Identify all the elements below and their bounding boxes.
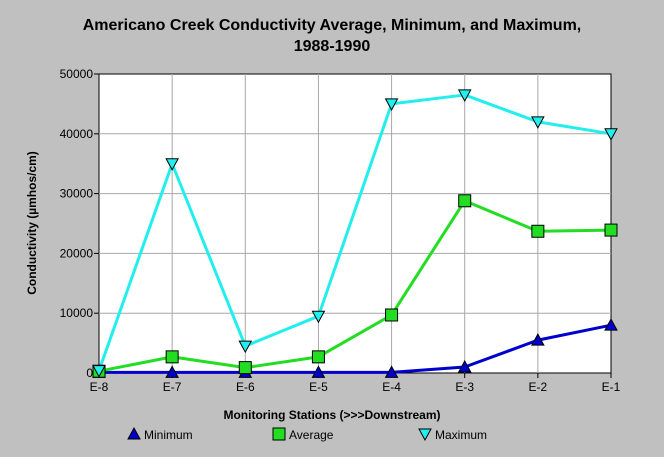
- legend-minimum-marker: [127, 426, 141, 440]
- x-tick-label: E-4: [382, 380, 401, 394]
- maximum-data-point: [384, 98, 399, 111]
- legend-minimum-label: Minimum: [144, 428, 193, 442]
- average-data-point: [238, 361, 252, 375]
- y-tick-label: 0: [86, 366, 93, 380]
- y-axis-label: Conductivity (µmhos/cm): [25, 151, 39, 295]
- x-axis-label: Monitoring Stations (>>>Downstream): [223, 408, 440, 422]
- minimum-series-line: [99, 323, 612, 374]
- average-data-point: [531, 224, 545, 238]
- plot-area: [98, 73, 612, 374]
- maximum-data-point: [531, 116, 545, 129]
- y-axis-ticks: 0 10000 20000 30000 40000 50000: [60, 67, 99, 380]
- minimum-data-point: [311, 365, 326, 378]
- x-tick-label: E-6: [236, 380, 255, 394]
- minimum-data-point: [457, 359, 472, 373]
- minimum-data-point: [531, 333, 545, 346]
- average-data-point: [458, 194, 472, 208]
- y-tick-label: 40000: [60, 127, 94, 141]
- series-lines: [97, 93, 612, 374]
- legend: Minimum Average Maximum: [127, 426, 487, 442]
- x-tick-label: E-5: [309, 380, 328, 394]
- legend-average-marker: [272, 427, 286, 441]
- x-tick-label: E-8: [90, 380, 109, 394]
- minimum-data-point: [604, 318, 618, 331]
- maximum-data-point: [604, 128, 618, 141]
- legend-maximum-marker: [418, 428, 432, 442]
- average-data-point: [604, 223, 618, 237]
- minimum-data-point: [165, 365, 179, 378]
- average-data-point: [311, 350, 325, 364]
- maximum-series-line: [97, 93, 612, 372]
- maximum-data-point: [311, 310, 326, 324]
- x-tick-label: E-1: [602, 380, 621, 394]
- chart-title-line-2: 1988-1990: [294, 38, 371, 55]
- y-tick-label: 30000: [60, 187, 94, 201]
- x-axis-ticks: E-8 E-7 E-6 E-5 E-4 E-3 E-2 E-1: [90, 373, 621, 394]
- legend-maximum-label: Maximum: [435, 428, 487, 442]
- y-tick-label: 50000: [60, 67, 94, 81]
- average-series-line: [98, 199, 612, 373]
- average-data-point: [385, 308, 399, 322]
- average-data-point: [165, 350, 179, 364]
- legend-average-label: Average: [289, 428, 334, 442]
- maximum-data-point: [92, 365, 106, 378]
- chart-title-line-1: Americano Creek Conductivity Average, Mi…: [83, 17, 582, 34]
- maximum-data-point: [165, 158, 179, 171]
- series-markers: [92, 89, 618, 378]
- y-tick-label: 20000: [60, 246, 94, 260]
- maximum-data-point: [238, 340, 253, 354]
- minimum-data-point: [384, 365, 399, 378]
- x-tick-label: E-3: [455, 380, 474, 394]
- x-tick-label: E-2: [529, 380, 548, 394]
- x-tick-label: E-7: [163, 380, 182, 394]
- maximum-data-point: [457, 89, 472, 102]
- y-tick-label: 10000: [60, 306, 94, 320]
